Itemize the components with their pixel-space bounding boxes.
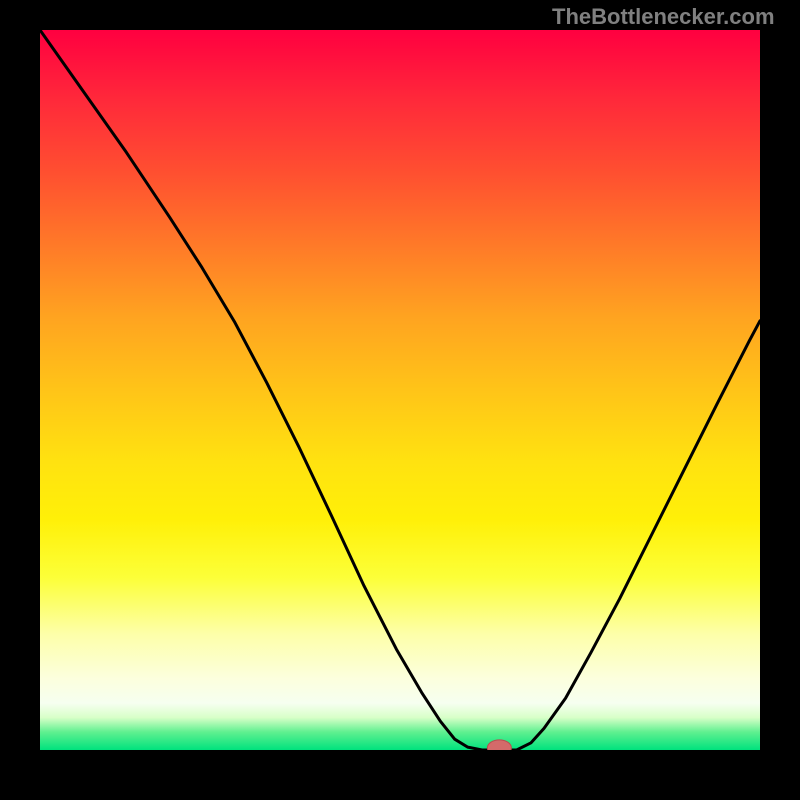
chart-container: TheBottlenecker.com (0, 0, 800, 800)
gradient-background (40, 30, 760, 750)
chart-svg (40, 30, 760, 750)
watermark-text: TheBottlenecker.com (552, 4, 775, 30)
plot-area (40, 30, 760, 750)
